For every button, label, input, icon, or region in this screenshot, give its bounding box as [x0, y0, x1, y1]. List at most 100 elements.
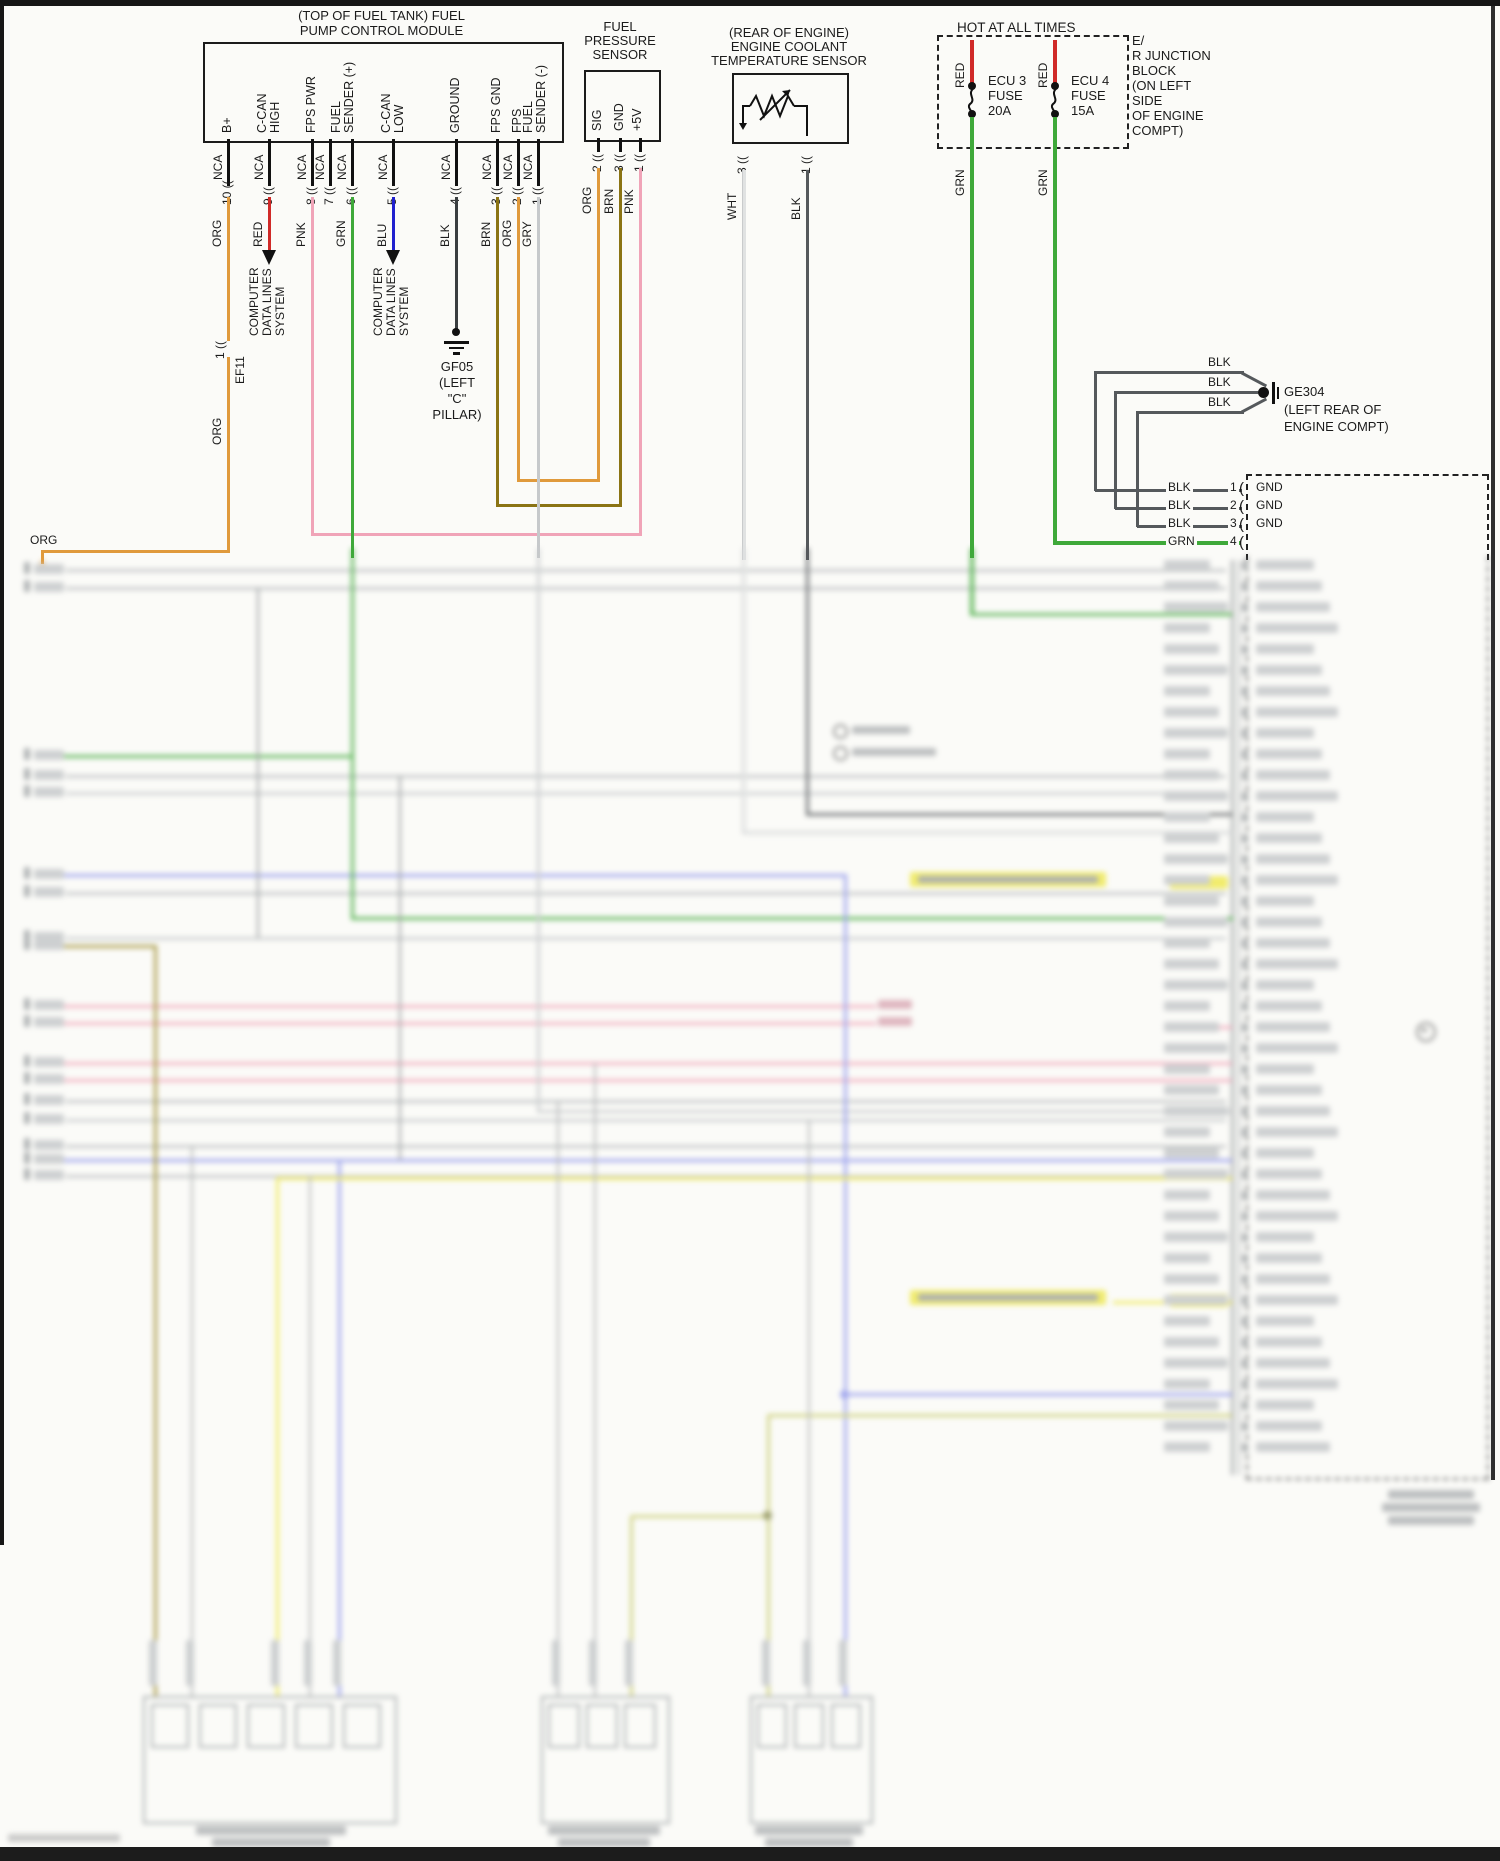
blurred-label: [1164, 602, 1228, 612]
blurred-label: [1256, 1127, 1338, 1137]
blurred-label: [34, 1114, 64, 1124]
blurred-label: [1164, 1295, 1228, 1305]
blurred-label: [34, 1095, 64, 1105]
bottom-middle-component: [541, 1696, 670, 1824]
wire-org-fps: [516, 479, 600, 482]
blurred-label: [24, 998, 30, 1010]
blurred-label: [34, 1057, 64, 1067]
blurred-label: [24, 562, 30, 574]
wire-org-fps: [516, 197, 520, 482]
blurred-label: [1256, 749, 1322, 759]
blurred-label: [1256, 1253, 1322, 1263]
blurred-label: [1242, 1023, 1248, 1032]
wire-org-bplus: [41, 550, 229, 553]
blurred-label: [1242, 582, 1248, 591]
blurred-label: [1256, 1022, 1330, 1032]
wire-pnk-fps-pwr: [310, 532, 642, 536]
blurred-label: [34, 887, 64, 897]
ect-title: (REAR OF ENGINE): [729, 25, 849, 40]
wire-gry-fuel-sender-minus: [536, 197, 540, 558]
blurred-label: [34, 1074, 64, 1084]
blurred-label: [1242, 1359, 1248, 1368]
blurred-label: [1164, 581, 1219, 591]
blurred-label: [1164, 1253, 1210, 1263]
data-line-arrow: [262, 250, 276, 265]
blurred-label: [24, 768, 30, 780]
blurred-label: [1164, 1358, 1228, 1368]
blurred-label: [1164, 812, 1210, 822]
blurred-label: [1256, 812, 1314, 822]
wire-blu-ccan-low: [391, 197, 395, 250]
wire-red-ecu4: [1052, 40, 1057, 85]
wire-org-bplus: [226, 197, 230, 341]
blurred-label: [1242, 708, 1248, 717]
blurred-label: [1256, 1169, 1322, 1179]
gf05-name: GF05: [440, 359, 474, 374]
blurred-label: [1164, 1400, 1219, 1410]
top-border: [0, 0, 1500, 6]
blurred-label: [1242, 1065, 1248, 1074]
blurred-label: [1164, 980, 1228, 990]
blurred-label: [1242, 813, 1248, 822]
blurred-label: [1164, 1127, 1210, 1137]
blurred-label: [24, 1112, 30, 1124]
blurred-label: [1256, 1085, 1322, 1095]
coolant-temp-sensor-box: [732, 73, 849, 144]
blurred-label: [1242, 834, 1248, 843]
blurred-label: [1242, 1275, 1248, 1284]
blurred-label: [1164, 1379, 1210, 1389]
blurred-label: [1242, 1107, 1248, 1116]
blurred-label: [1256, 1274, 1330, 1284]
blurred-label: [1242, 1002, 1248, 1011]
wire-org-bplus: [226, 357, 230, 553]
blurred-label: [34, 940, 64, 950]
ge304-ground-icon: [1258, 387, 1269, 398]
thermistor-icon: [739, 89, 808, 136]
fps-title: FUEL: [603, 19, 637, 34]
blurred-label: [1242, 960, 1248, 969]
bottom-border: [0, 1847, 1500, 1861]
fuse-terminal: [1050, 110, 1059, 118]
blurred-label: [1242, 1380, 1248, 1389]
blurred-label: [1256, 623, 1338, 633]
blurred-label: [34, 1170, 64, 1180]
blurred-label: [1164, 875, 1210, 885]
blurred-label: [24, 1015, 30, 1027]
blurred-label: [1164, 917, 1228, 927]
ge304-name: GE304: [1284, 384, 1325, 399]
wire-org-bplus: [41, 550, 44, 564]
wire-grn-ecu4: [1052, 541, 1241, 545]
blurred-label: [1256, 1379, 1338, 1389]
blurred-label: [1256, 560, 1314, 570]
ecm-box: [1246, 474, 1488, 476]
blurred-label: [1242, 561, 1248, 570]
blurred-label: [1164, 938, 1210, 948]
blurred-label: [24, 1152, 30, 1164]
blurred-label: [1242, 771, 1248, 780]
wire-pnk-fps-pwr: [310, 197, 314, 535]
blurred-label: [1256, 1316, 1314, 1326]
blurred-label: [1164, 707, 1219, 717]
blurred-label: [1256, 980, 1314, 990]
blurred-label: [24, 938, 30, 950]
blurred-label: [34, 869, 64, 879]
blurred-label: [1256, 1337, 1322, 1347]
wire-grn-ecu3: [969, 117, 974, 558]
blurred-label: [24, 1055, 30, 1067]
data-line-arrow: [386, 250, 400, 265]
blurred-label: [24, 1168, 30, 1180]
blurred-label: [1256, 1211, 1338, 1221]
blurred-label: [1256, 644, 1314, 654]
wire-org-sig: [596, 168, 600, 480]
blurred-label: [1164, 1064, 1210, 1074]
blurred-label: [1164, 1421, 1228, 1431]
blurred-label: [1164, 1274, 1219, 1284]
blurred-label: [1164, 1190, 1210, 1200]
blurred-label: [1164, 1001, 1210, 1011]
blurred-label: [1256, 917, 1322, 927]
gf05-ground-icon: [452, 328, 460, 336]
watermark: [8, 1834, 120, 1842]
blurred-label: [1242, 939, 1248, 948]
blurred-label: [1242, 1317, 1248, 1326]
